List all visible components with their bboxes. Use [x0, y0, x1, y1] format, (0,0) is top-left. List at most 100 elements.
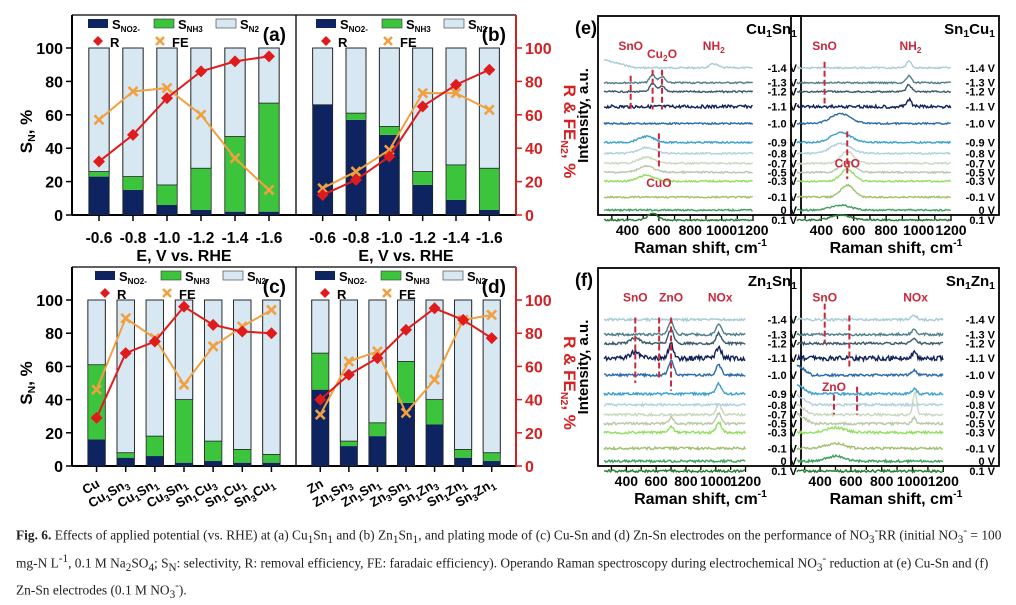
series-line-r [98, 55, 270, 163]
bar-segment-n2 [312, 47, 334, 106]
legend-marker-r [320, 288, 330, 298]
legend-swatch-nh3 [153, 18, 175, 29]
potential-label: -0.3 V [966, 427, 996, 439]
x-tick-label: Sn3Zn1 [453, 476, 498, 512]
potential-label: -1.0 V [966, 119, 996, 131]
potential-label: 0.1 V [771, 215, 797, 227]
bar-segment-no2 [204, 461, 222, 466]
right-y-tick-label: 20 [525, 175, 543, 192]
spectrum-trace [796, 112, 951, 126]
plot-frame [597, 15, 802, 216]
fe-marker-stroke [314, 409, 326, 420]
bar-segment-nh3 [379, 126, 400, 135]
spectrum-trace [796, 328, 944, 338]
bar-segment-n2 [425, 299, 444, 400]
y-tick-label: 20 [45, 426, 63, 443]
spectrum-trace [603, 58, 753, 70]
bar-segment-n2 [88, 47, 110, 172]
x-tick-label: -1.0 [376, 230, 403, 247]
spectrum-trace [796, 314, 944, 323]
spectrum-trace [796, 149, 951, 166]
legend-label-n2: SN2 [468, 17, 487, 34]
potential-label: -1.1 V [768, 353, 798, 365]
fe-marker-stroke [400, 407, 412, 419]
bar-segment-nh3 [262, 454, 281, 463]
bar-segment-n2 [311, 299, 330, 354]
fe-marker-stroke [207, 341, 219, 352]
r-point [127, 128, 139, 141]
fe-point [314, 409, 326, 420]
x-tick-label: 1200 [928, 473, 959, 489]
bar-segment-no2 [483, 461, 501, 466]
potential-label: -1.2 V [768, 87, 798, 99]
x-tick-label: Sn1Cu3 [173, 476, 220, 513]
x-tick-label: 1200 [935, 222, 966, 238]
legend-label-no2: SNO2- [339, 269, 367, 286]
legend-label-n2: SN2 [247, 269, 266, 286]
x-tick-label: -1.2 [409, 230, 436, 247]
panel-title: Zn1Sn1 [748, 273, 797, 292]
bar-segment-n2 [482, 299, 501, 454]
r-point [350, 173, 362, 186]
spectrum-trace [796, 390, 944, 418]
peak-annotation: ZnO [822, 380, 846, 394]
caption-text: SO [131, 555, 149, 571]
x-tick-label: -0.8 [120, 230, 147, 247]
fe-point [178, 379, 190, 391]
bar-segment-nh3 [122, 176, 144, 190]
y-tick-label: 80 [45, 74, 63, 91]
r-point [93, 155, 105, 168]
spectrum-trace [796, 203, 952, 212]
spectrum-trace [603, 359, 746, 379]
x-axis-label: E, V vs. RHE [358, 248, 453, 265]
panel-label: (f) [575, 270, 593, 290]
x-tick-label: 600 [842, 222, 866, 238]
fe-marker-stroke [120, 312, 132, 324]
r-point [383, 150, 396, 163]
r-point [314, 393, 327, 406]
spectrum-trace [603, 342, 746, 363]
r-point [483, 63, 496, 76]
right-y-axis-label: R & FEN2, % [558, 336, 579, 430]
panel-label: (a) [263, 25, 286, 46]
fe-point [229, 152, 241, 164]
x-axis-label: E, V vs. RHE [136, 248, 231, 265]
bar-segment-nh3 [88, 171, 110, 177]
spectrum-trace [796, 183, 951, 200]
legend-swatch-no2 [88, 19, 108, 28]
r-point [236, 325, 249, 338]
fe-marker-stroke [450, 87, 462, 99]
legend-label-nh3: SNH3 [178, 17, 203, 34]
legend-label-r: R [338, 35, 348, 50]
x-tick-label: -0.6 [86, 230, 113, 247]
potential-label: -1.4 V [966, 315, 996, 327]
x-tick-label: Zn3Sn1 [367, 476, 412, 512]
potential-label: -1.4 V [768, 63, 798, 75]
peak-annotation: SnO [812, 39, 837, 53]
bar-segment-nh3 [483, 452, 501, 462]
legend-marker-fe [382, 288, 392, 298]
fe-point [266, 304, 277, 316]
spectrum-trace [604, 174, 753, 184]
y-tick-label: 100 [36, 293, 63, 310]
y-tick-label: 0 [54, 208, 63, 225]
right-y-tick-label: 0 [525, 208, 534, 225]
r-point [148, 335, 161, 348]
y-tick-label: 40 [45, 393, 63, 410]
spectrum-trace [603, 316, 746, 323]
potential-label: -1.2 V [966, 338, 996, 350]
bar-segment-nh3 [397, 361, 415, 403]
x-tick-label: 400 [615, 473, 639, 489]
peak-annotation: NH2 [899, 39, 921, 55]
y-axis-label: Intensity, a.u. [575, 68, 592, 163]
spectrum-trace [796, 468, 944, 474]
potential-label: -1.3 V [966, 78, 996, 90]
spectrum-trace [603, 195, 754, 199]
x-tick-label: 1200 [730, 473, 761, 489]
potential-label: -1.1 V [966, 102, 996, 114]
bar-segment-n2 [87, 299, 106, 366]
potential-label: -0.3 V [768, 427, 798, 439]
spectrum-trace [603, 134, 753, 145]
potential-label: -0.3 V [768, 176, 798, 188]
